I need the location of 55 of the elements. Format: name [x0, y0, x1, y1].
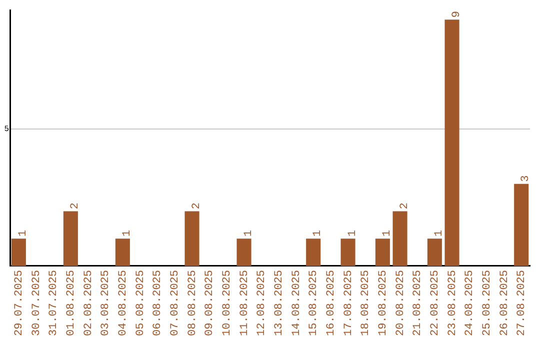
x-tick-label: 15.08.2025 — [308, 270, 320, 336]
bar — [514, 184, 529, 266]
data-label: 2 — [398, 202, 411, 210]
bar — [115, 238, 130, 266]
x-tick-label: 14.08.2025 — [290, 270, 303, 336]
bar — [184, 211, 200, 266]
x-tick-label: 22.08.2025 — [430, 270, 442, 336]
data-label: 1 — [242, 230, 255, 237]
x-tick-label: 20.08.2025 — [394, 270, 407, 336]
x-tick-label: 13.08.2025 — [274, 270, 286, 336]
data-label: 2 — [70, 202, 82, 210]
bar — [63, 211, 78, 266]
x-tick-label: 30.07.2025 — [30, 270, 43, 336]
data-label: 9 — [450, 10, 463, 18]
x-tick-label: 23.08.2025 — [446, 270, 459, 336]
x-tick-label: 17.08.2025 — [342, 270, 355, 336]
x-tick-label: 03.08.2025 — [100, 270, 112, 336]
data-label: 1 — [434, 230, 446, 237]
x-tick-label: 19.08.2025 — [378, 270, 390, 336]
x-tick-label: 04.08.2025 — [118, 270, 130, 336]
x-tick-label: 26.08.2025 — [498, 270, 511, 336]
x-tick-label: 25.08.2025 — [482, 270, 494, 336]
x-tick-label: 02.08.2025 — [82, 270, 95, 336]
x-tick-label: 27.08.2025 — [516, 270, 528, 336]
x-tick-label: 21.08.2025 — [412, 270, 424, 336]
bar — [392, 211, 408, 266]
x-tick-label: 09.08.2025 — [204, 270, 216, 336]
x-tick-label: 31.07.2025 — [48, 270, 60, 336]
bar — [11, 238, 26, 266]
x-tick-label: 10.08.2025 — [222, 270, 234, 336]
data-label: 1 — [382, 230, 394, 237]
x-tick-label: 08.08.2025 — [186, 270, 199, 336]
x-tick-label: 29.07.2025 — [14, 270, 26, 336]
data-label: 1 — [312, 230, 324, 237]
x-tick-label: 01.08.2025 — [66, 270, 78, 336]
x-tick-label: 18.08.2025 — [360, 270, 372, 336]
x-tick-label: 07.08.2025 — [170, 270, 182, 336]
data-label: 1 — [18, 230, 30, 237]
bar — [375, 238, 390, 266]
bar — [340, 238, 356, 266]
bar — [444, 20, 460, 266]
x-tick-label: 12.08.2025 — [256, 270, 268, 336]
x-tick-label: 11.08.2025 — [238, 270, 251, 336]
x-tick-label: 24.08.2025 — [464, 270, 476, 336]
data-label: 1 — [346, 230, 359, 237]
data-label: 2 — [190, 202, 203, 210]
data-label: 1 — [122, 230, 134, 237]
x-tick-label: 05.08.2025 — [134, 270, 147, 336]
x-tick-label: 16.08.2025 — [326, 270, 338, 336]
y-tick-label: 5 — [4, 125, 10, 134]
x-tick-label: 06.08.2025 — [152, 270, 164, 336]
bar — [236, 238, 252, 266]
bar — [306, 238, 321, 266]
bar — [427, 238, 442, 266]
data-label: 3 — [520, 175, 532, 182]
